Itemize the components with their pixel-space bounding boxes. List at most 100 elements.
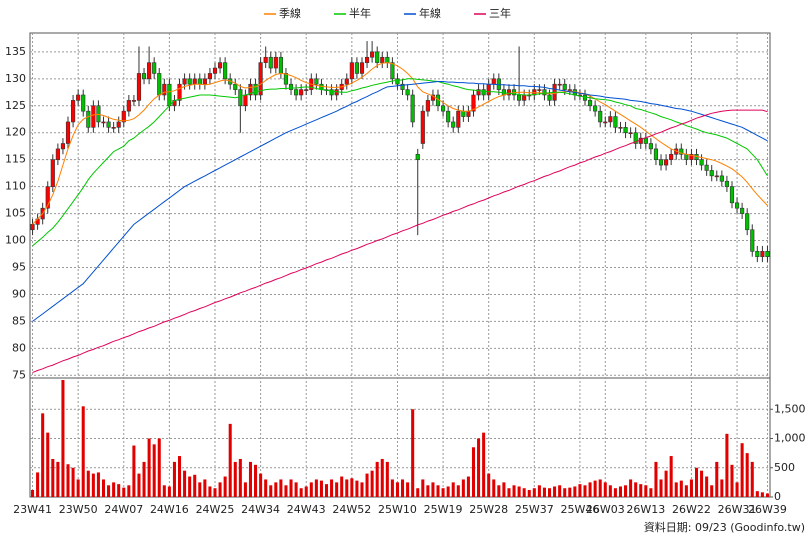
volume-bar (426, 485, 430, 497)
volume-bar (56, 461, 60, 497)
candle-body (420, 110, 425, 144)
volume-bar (254, 464, 258, 497)
candle-body (476, 89, 481, 96)
volume-bar (558, 485, 562, 497)
volume-bar (451, 482, 455, 497)
candle-body (734, 202, 740, 209)
legend-label: 年線 (419, 6, 441, 20)
volume-bar (456, 485, 460, 497)
candle-body (704, 164, 709, 171)
volume-bar (522, 488, 526, 497)
candle-body (126, 100, 131, 112)
candle-body (658, 159, 664, 166)
candle-body (217, 62, 223, 69)
volume-bar (127, 485, 131, 497)
volume-bar (745, 453, 749, 497)
x-tick-label: 24W43 (287, 503, 326, 516)
x-tick-label: 26W13 (626, 503, 665, 516)
candle-body (689, 153, 694, 160)
candle-body (755, 251, 760, 258)
volume-bar (294, 482, 298, 497)
volume-bar (629, 479, 633, 497)
candle-body (491, 78, 496, 85)
volume-bar (375, 461, 379, 497)
candle-body (587, 100, 593, 107)
volume-bar (466, 476, 470, 497)
candle-body (55, 148, 60, 160)
volume-bar (76, 479, 80, 497)
candle-body (709, 170, 714, 177)
volume-bar (492, 479, 496, 497)
candle-body (679, 148, 684, 155)
candle-body (223, 62, 228, 80)
volume-bar (101, 479, 106, 497)
candle-body (385, 56, 390, 63)
volume-bar (588, 482, 592, 497)
volume-bar (578, 484, 582, 497)
candle-body (613, 116, 618, 128)
candle-body (263, 56, 268, 63)
volume-bar (568, 487, 572, 497)
candle-body (65, 121, 71, 144)
volume-bar (264, 479, 268, 497)
candle-body (364, 56, 370, 63)
volume-bar (289, 479, 293, 497)
candle-body (684, 153, 689, 160)
x-tick-label: 25W10 (378, 503, 417, 516)
volume-bar (512, 485, 516, 497)
volume-bar (598, 479, 602, 497)
volume-bar (314, 479, 318, 497)
y-tick-label: 90 (12, 287, 26, 300)
volume-bar (725, 433, 729, 497)
volume-bar (31, 489, 35, 497)
ma-line (32, 78, 768, 247)
volume-bar (172, 461, 176, 497)
x-tick-label: 26W03 (586, 503, 625, 516)
volume-bar (659, 479, 663, 497)
x-tick-label: 24W07 (104, 503, 143, 516)
volume-bar (710, 485, 714, 497)
volume-bar (487, 473, 491, 497)
x-tick-label: 25W19 (424, 503, 463, 516)
candle-body (390, 62, 395, 80)
candle-body (136, 73, 142, 101)
candle-body (30, 224, 35, 231)
volume-bar (228, 423, 232, 497)
volume-bar (765, 493, 769, 497)
volume-bar (66, 464, 70, 497)
x-tick-label: 26W22 (672, 503, 711, 516)
candle-body (182, 78, 187, 85)
candle-body (294, 89, 299, 96)
volume-bar (365, 473, 369, 497)
y-tick-label: 135 (5, 45, 26, 58)
candle-body (461, 110, 466, 117)
volume-bar (243, 482, 247, 497)
volume-bar (760, 492, 764, 497)
volume-bar (613, 488, 617, 497)
volume-bar (618, 486, 622, 497)
volume-bar (603, 482, 607, 497)
y-tick-label: 110 (5, 180, 26, 193)
candle-body (283, 73, 289, 85)
volume-bar (446, 486, 450, 497)
volume-bar (669, 456, 673, 497)
candle-body (202, 78, 207, 85)
y-tick-label: 75 (12, 368, 26, 381)
volume-bar (152, 444, 156, 497)
volume-bar (61, 380, 65, 497)
candle-body (750, 229, 755, 252)
volume-bar (132, 445, 136, 497)
volume-bar (335, 482, 339, 497)
volume-bar (162, 485, 166, 497)
volume-bar (142, 461, 146, 497)
volume-bar (380, 458, 384, 497)
volume-bar (517, 486, 521, 497)
candle-body (349, 62, 354, 80)
volume-bar (694, 467, 699, 497)
candle-body (603, 121, 608, 124)
candle-body (425, 100, 430, 112)
candle-body (714, 175, 719, 178)
volume-bar (91, 473, 95, 497)
candle-body (329, 89, 334, 96)
